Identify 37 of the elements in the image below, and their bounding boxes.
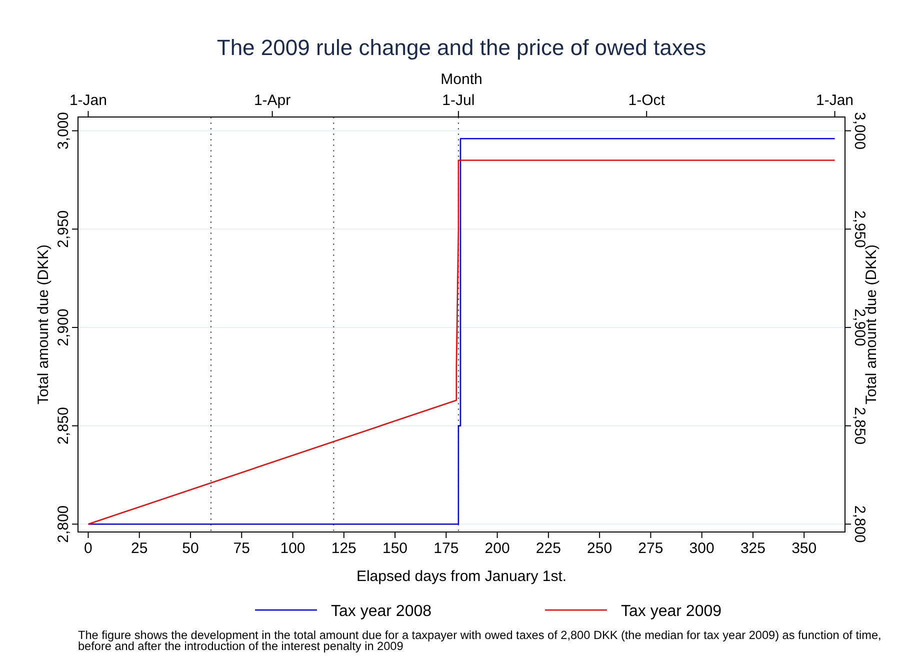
x-tick-label: 25 (131, 540, 148, 557)
x2-tick-label: 1-Oct (628, 92, 666, 109)
y-tick-label: 2,900 (55, 308, 72, 346)
y-tick-label: 2,800 (55, 505, 72, 543)
text: The figure shows the development in the total amount due for a taxpayer with owed taxes of 2,800 DKK (the median for tax year 2009) as function of time, before and after the introduction of the interest penalty in 2009 (78, 629, 882, 653)
x2-axis-title: Month (440, 71, 482, 88)
x2-tick-label: 1-Jan (816, 92, 854, 109)
y2-tick-label: 2,950 (851, 210, 868, 248)
x-tick-label: 325 (740, 540, 766, 557)
x-tick-label: 350 (792, 540, 817, 557)
y-axis-title: Total amount due (DKK) (35, 244, 52, 405)
x-tick-label: 300 (689, 540, 714, 557)
chart-title: The 2009 rule change and the price of owed taxes (216, 35, 706, 60)
x-axis-title: Elapsed days from January 1st. (356, 568, 567, 585)
x-tick-label: 200 (484, 540, 510, 557)
x-tick-label: 125 (331, 540, 356, 557)
legend-label: Tax year 2009 (621, 603, 722, 620)
x-tick-label: 150 (382, 540, 408, 557)
y2-tick-label: 2,900 (851, 308, 868, 346)
x-tick-label: 225 (536, 540, 561, 557)
y2-tick-label: 3,000 (851, 112, 868, 150)
legend-label: Tax year 2008 (331, 603, 432, 620)
x2-tick-label: 1-Jul (442, 92, 475, 109)
x-tick-label: 100 (280, 540, 306, 557)
x-tick-label: 250 (587, 540, 612, 557)
x-tick-label: 0 (84, 540, 92, 557)
y2-tick-label: 2,800 (851, 505, 868, 543)
x-tick-label: 275 (638, 540, 664, 557)
y-tick-label: 3,000 (55, 112, 72, 150)
y2-tick-label: 2,850 (851, 407, 868, 445)
x-tick-label: 75 (233, 540, 250, 557)
x2-tick-label: 1-Jan (69, 92, 107, 109)
y-tick-label: 2,950 (55, 210, 72, 248)
x-tick-label: 175 (434, 540, 459, 557)
x-tick-label: 50 (182, 540, 199, 557)
x2-tick-label: 1-Apr (254, 92, 291, 109)
y-tick-label: 2,850 (55, 407, 72, 445)
